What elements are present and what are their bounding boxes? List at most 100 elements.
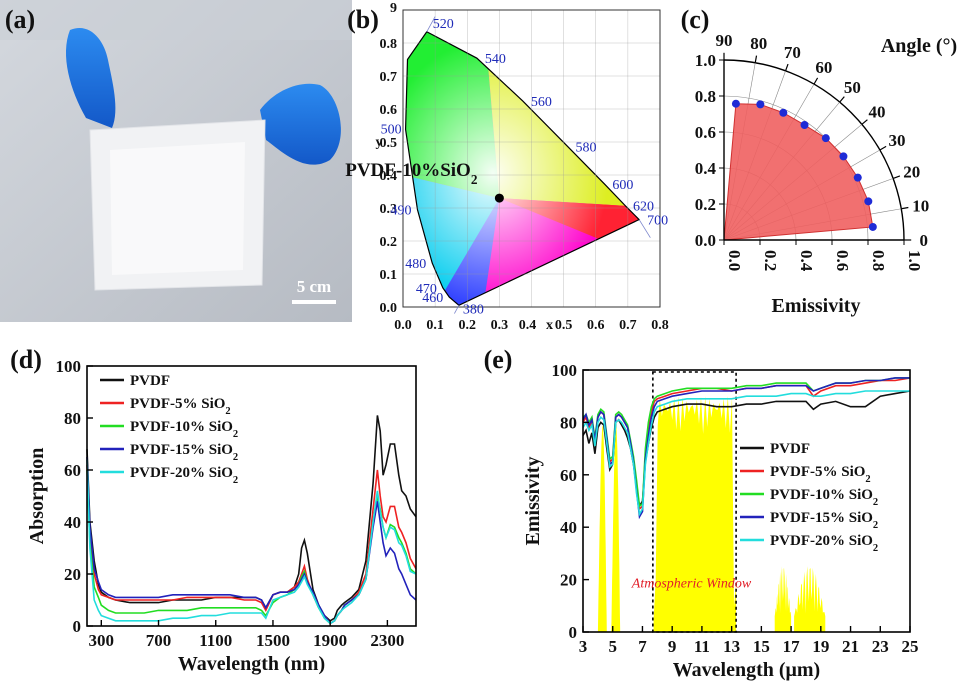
y-tick-label: 40 [64, 513, 81, 532]
polar-point [839, 152, 848, 161]
cie-xtick: 0.5 [555, 318, 573, 333]
cie-chart: 0.0 0.1 0.2 0.3 0.4 x 0.5 0.6 0.7 0.80.00.10.20.3… [345, 1, 669, 333]
scale-label: 5 cm [297, 277, 331, 296]
cie-point-label: PVDF-10%SiO2 [345, 160, 478, 187]
polar-tick [861, 119, 868, 125]
spectral-locus [404, 31, 641, 307]
cie-xtick: 0.7 [619, 318, 637, 333]
polar-tick [879, 145, 887, 151]
polar-angle-label: 90 [716, 31, 733, 50]
polar-xtick: 0.6 [833, 250, 852, 271]
legend-label: PVDF-10% SiO2 [770, 487, 878, 508]
polar-tick [892, 175, 901, 180]
x-tick-label: 15 [753, 637, 770, 656]
atmospheric-transmittance [653, 396, 737, 632]
cie-ytick: 0.8 [380, 37, 398, 52]
cie-wavelength-label: 560 [531, 95, 552, 110]
legend-label: PVDF-15% SiO2 [130, 442, 238, 463]
cie-wavelength-label: 620 [633, 199, 654, 214]
y-tick-label: 60 [64, 461, 81, 480]
series-line [86, 456, 417, 625]
y-tick-label: 80 [64, 409, 81, 428]
legend-label: PVDF-20% SiO2 [770, 533, 878, 554]
legend-label: PVDF [770, 441, 810, 457]
x-tick-label: 2300 [370, 631, 404, 650]
cie-ytick: 0.0 [380, 301, 398, 316]
series-line [86, 459, 417, 625]
plot-frame [86, 365, 417, 627]
panel-label-e: (e) [484, 345, 513, 374]
photo-illustration [0, 0, 352, 322]
polar-area [723, 103, 874, 241]
series-line [582, 390, 910, 517]
right-glove [260, 83, 341, 165]
cie-ytick: 0.1 [380, 268, 398, 283]
panel-label-c: (c) [681, 5, 710, 34]
atmospheric-transmittance [597, 425, 607, 632]
x-tick-label: 1100 [199, 631, 232, 650]
plot-frame [582, 369, 911, 633]
polar-chart: 0.00.20.40.60.81.00.0 0.2 0.4 0.6 0.8 1.00102… [695, 31, 957, 317]
polar-xtick: 0.2 [761, 250, 780, 271]
cie-wavelength-label: 600 [612, 178, 633, 193]
x-tick-label: 11 [694, 637, 710, 656]
cie-ytick: 0.3 [380, 202, 398, 217]
polar-xtick: 1.0 [905, 250, 924, 271]
x-tick-label: 300 [89, 631, 115, 650]
y-tick-label: 100 [56, 357, 82, 376]
x-tick-label: 3 [579, 637, 588, 656]
polar-angle-label: 0 [920, 231, 929, 250]
cie-ylabel: y [376, 135, 383, 150]
polar-xlabel: Emissivity [772, 295, 861, 317]
polar-tick [813, 77, 819, 85]
atmospheric-transmittance [774, 566, 792, 632]
legend-label: PVDF-20% SiO2 [130, 465, 238, 486]
x-tick-label: 23 [872, 637, 889, 656]
polar-ytick: 0.0 [695, 231, 716, 250]
cie-xtick: 0.1 [426, 318, 444, 333]
cie-xlabel: x [546, 318, 553, 333]
atmospheric-window-label: Atmospheric Window [631, 576, 752, 591]
legend-label: PVDF [130, 373, 170, 389]
polar-point [853, 173, 862, 182]
cie-wavelength-label: 500 [381, 122, 402, 137]
cie-wavelength-label: 380 [463, 302, 484, 317]
y-axis-label: Emissivity [522, 457, 544, 546]
y-tick-label: 60 [560, 466, 577, 485]
panel-label-b: (b) [347, 5, 379, 34]
polar-tick [839, 96, 845, 103]
legend-label: PVDF-10% SiO2 [130, 419, 238, 440]
x-tick-label: 25 [902, 637, 919, 656]
cie-xtick: 0.6 [587, 318, 605, 333]
x-axis-label: Wavelength (μm) [673, 659, 820, 681]
polar-point [731, 99, 740, 108]
cie-wavelength-label: 480 [405, 257, 426, 272]
polar-angle-label: 70 [784, 43, 801, 62]
cie-ytick: 0.6 [380, 103, 398, 118]
photo-panel [0, 0, 352, 322]
cie-ytick: 0.5 [380, 136, 398, 151]
polar-angle-label: 10 [912, 196, 929, 215]
cie-xtick: 0.8 [651, 318, 669, 333]
polar-tick [754, 55, 758, 63]
polar-ytick: 0.8 [695, 87, 716, 106]
cie-wavelength-label: 700 [647, 214, 668, 229]
panel-label-d: (d) [10, 345, 42, 374]
atmospheric-transmittance [611, 425, 621, 632]
polar-xtick: 0.0 [725, 250, 744, 271]
polar-ytick: 0.6 [695, 123, 716, 142]
legend-label: PVDF-5% SiO2 [130, 396, 231, 417]
x-tick-label: 17 [783, 637, 801, 656]
cie-xtick: 0.0 [394, 318, 412, 333]
y-tick-label: 100 [552, 361, 578, 380]
x-tick-label: 5 [608, 637, 617, 656]
polar-point [800, 120, 809, 129]
cie-ytick: 0.7 [380, 70, 398, 85]
atmospheric-transmittance [794, 566, 826, 632]
cie-wavelength-label: 580 [575, 140, 596, 155]
x-tick-label: 1900 [313, 631, 347, 650]
x-tick-label: 1500 [256, 631, 290, 650]
polar-angle-label: 30 [889, 131, 906, 150]
polar-tick [784, 63, 789, 72]
polar-ytick: 0.4 [695, 159, 717, 178]
